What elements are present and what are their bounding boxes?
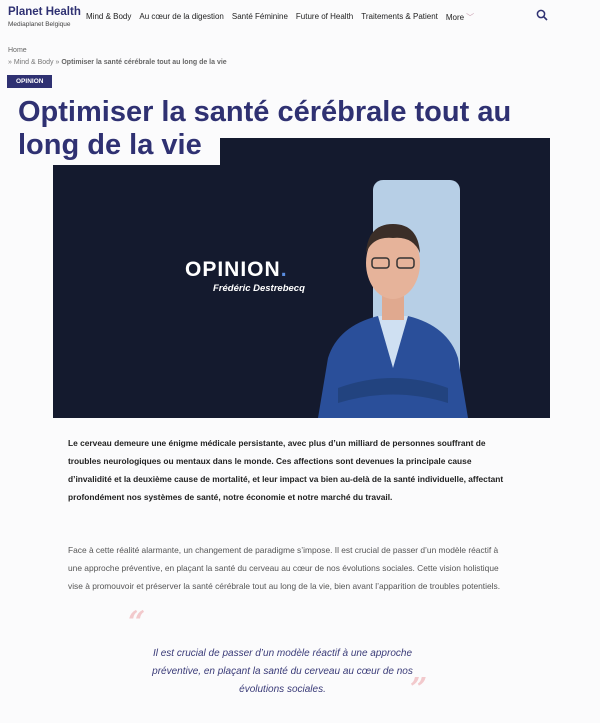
article-paragraph: Face à cette réalité alarmante, un chang… <box>68 545 501 591</box>
breadcrumb-sep: » <box>8 59 12 66</box>
nav-future-of-health[interactable]: Future of Health <box>295 12 354 21</box>
breadcrumb-sep: » <box>55 59 60 66</box>
brand-name[interactable]: Planet Health <box>8 6 81 18</box>
nav-more[interactable]: More ﹀ <box>446 12 474 23</box>
quote-open-icon: “ <box>128 605 146 640</box>
nav-sante-feminine[interactable]: Santé Féminine <box>231 12 288 21</box>
breadcrumb-home[interactable]: Home <box>8 47 27 54</box>
brand-subtitle: Mediaplanet Belgique <box>8 21 71 28</box>
main-nav: Mind & Body Au cœur de la digestion Sant… <box>86 12 474 23</box>
hero-author: Frédéric Destrebecq <box>213 283 305 294</box>
category-badge[interactable]: OPINION <box>7 75 53 88</box>
breadcrumb-parent[interactable]: Mind & Body <box>13 59 54 66</box>
nav-digestion[interactable]: Au cœur de la digestion <box>139 12 224 21</box>
quote-close-icon: ” <box>410 672 428 707</box>
search-icon[interactable] <box>536 9 548 21</box>
nav-traitements-patient[interactable]: Traitements & Patient <box>361 12 438 21</box>
site-header: Planet Health Mediaplanet Belgique Mind … <box>0 0 600 36</box>
nav-mind-body[interactable]: Mind & Body <box>86 12 132 21</box>
hero-label: OPINION. <box>185 258 288 281</box>
page-title: Optimiser la santé cérébrale tout au lon… <box>0 92 540 166</box>
article-lead: Le cerveau demeure une énigme médicale p… <box>68 438 504 502</box>
chevron-down-icon: ﹀ <box>466 13 475 22</box>
pull-quote: Il est crucial de passer d’un modèle réa… <box>152 648 413 695</box>
hero-image: OPINION. Frédéric Destrebecq <box>53 138 550 418</box>
author-photo <box>318 224 468 418</box>
breadcrumb-current: Optimiser la santé cérébrale tout au lon… <box>61 59 227 66</box>
logo[interactable]: Planet Health Mediaplanet Belgique <box>8 6 81 28</box>
breadcrumb: » Mind & Body » Optimiser la santé céréb… <box>8 59 227 66</box>
nav-more-label: More <box>445 13 465 22</box>
